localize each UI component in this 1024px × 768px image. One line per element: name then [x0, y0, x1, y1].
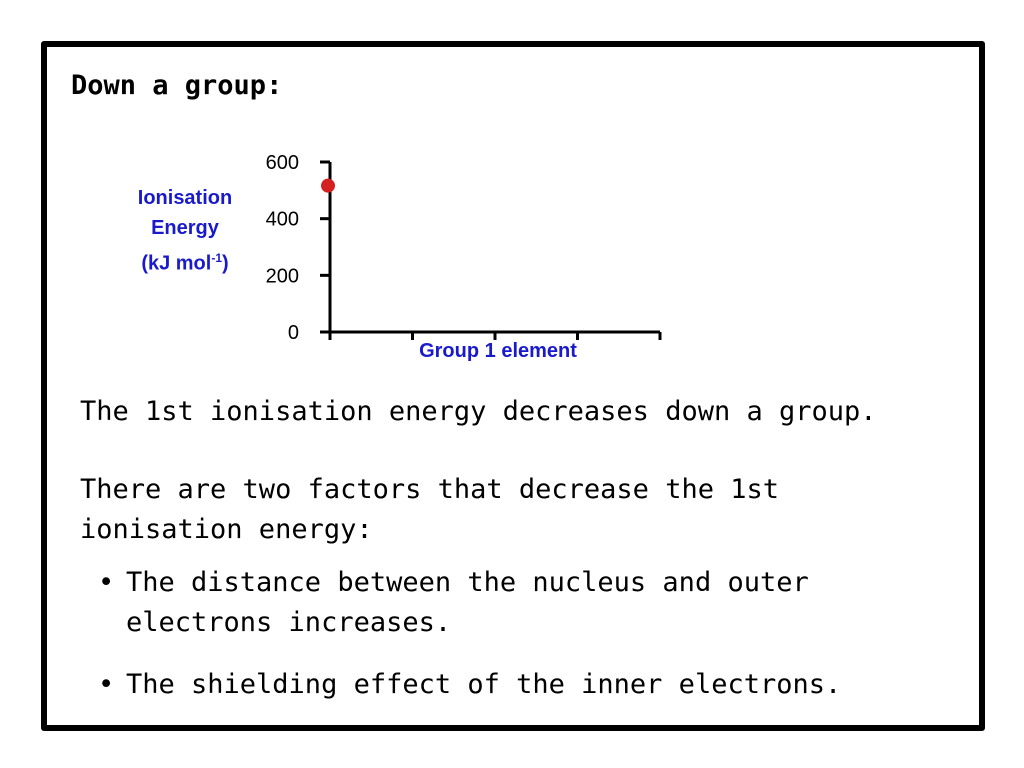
bullet-item-distance: • The distance between the nucleus and o…: [98, 563, 898, 643]
factors-intro-text: There are two factors that decrease the …: [80, 474, 779, 545]
x-axis-label: Group 1 element: [419, 340, 577, 362]
bullet-icon: •: [98, 567, 115, 598]
y-axis-label: Ionisation Energy (kJ mol-1): [114, 183, 256, 279]
y-tick-label: 0: [288, 322, 299, 344]
y-axis-label-line2: Energy: [151, 217, 219, 239]
slide-frame: [41, 41, 985, 731]
bullet-icon: •: [98, 669, 115, 700]
y-axis-label-line3: (kJ mol-1): [141, 251, 229, 275]
bullet-item-shielding: • The shielding effect of the inner elec…: [98, 665, 898, 705]
statement-text: The 1st ionisation energy decreases down…: [80, 396, 877, 427]
y-tick-label: 200: [266, 265, 299, 287]
bullet-text: The distance between the nucleus and out…: [126, 567, 809, 638]
bullet-text: The shielding effect of the inner electr…: [126, 669, 842, 700]
y-axis-label-line1: Ionisation: [137, 187, 233, 209]
slide-title: Down a group:: [71, 70, 283, 101]
y-tick-label: 400: [266, 209, 299, 231]
data-point: [321, 178, 335, 193]
y-tick-label: 600: [266, 152, 299, 174]
